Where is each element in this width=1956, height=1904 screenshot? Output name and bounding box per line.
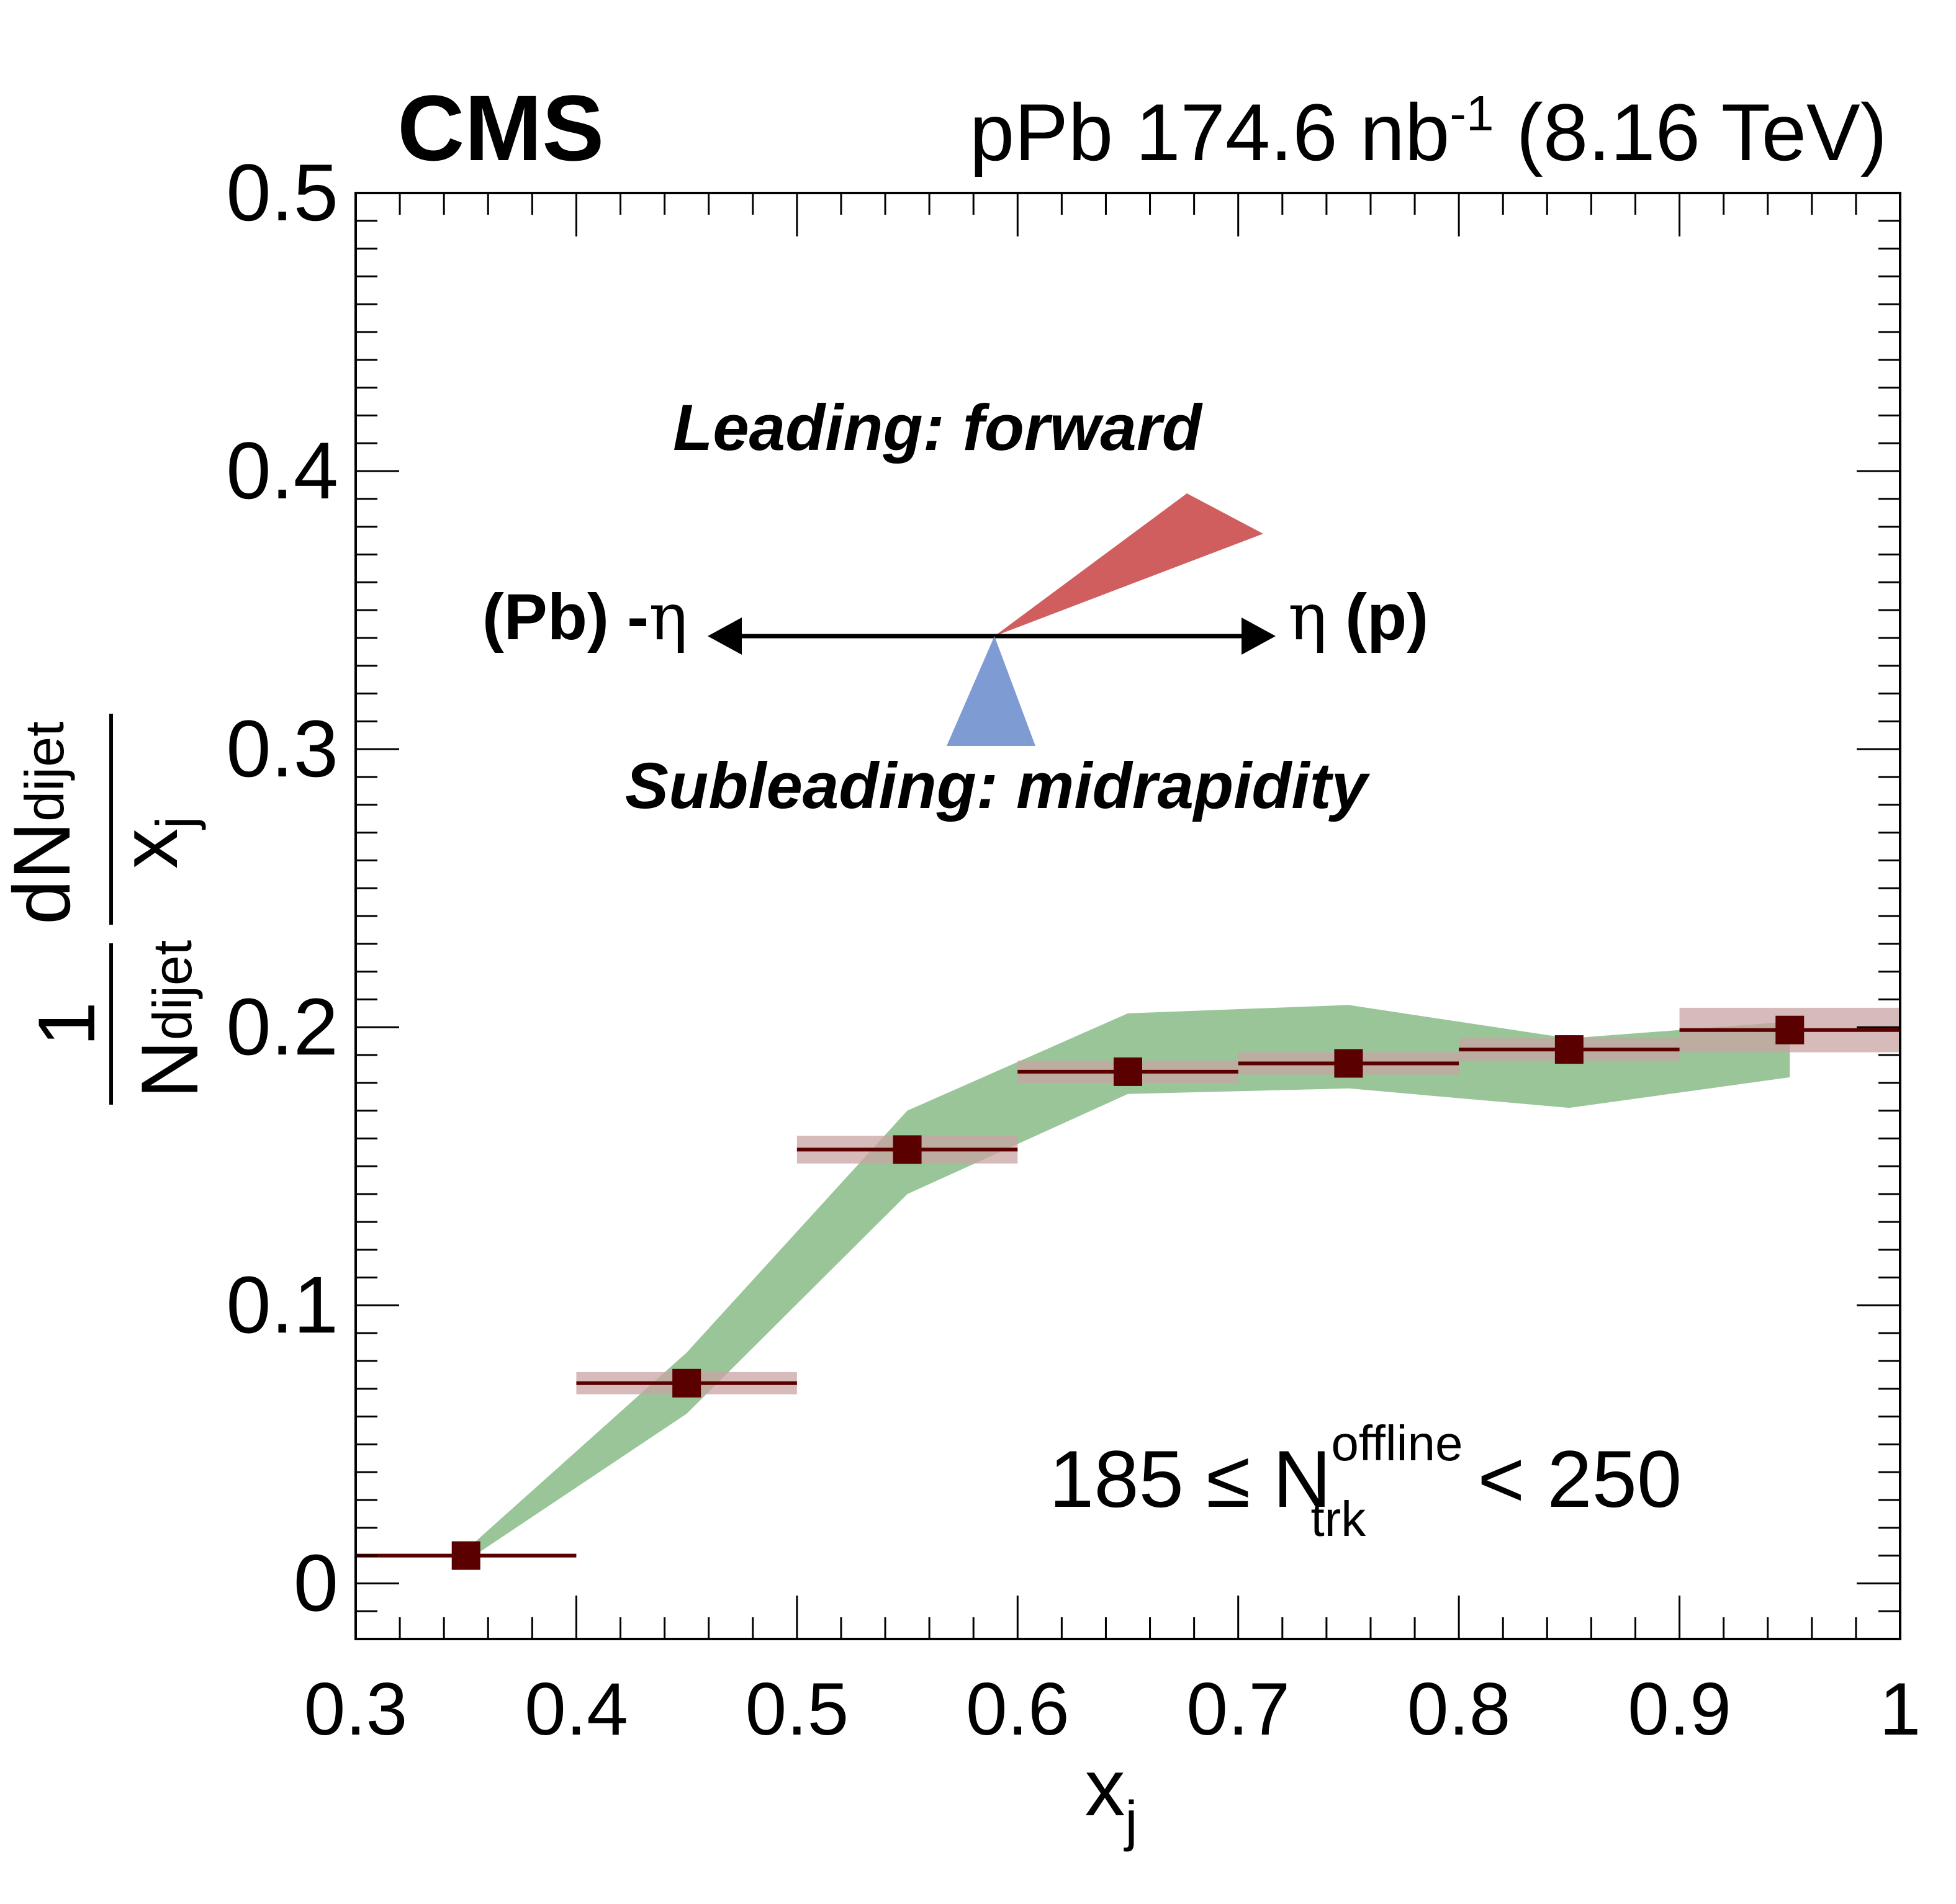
x-tick-label-7: 1 bbox=[1880, 1668, 1921, 1751]
p-direction-label: η (p) bbox=[1288, 579, 1428, 655]
data-point-5 bbox=[1554, 1035, 1584, 1064]
data-point-6 bbox=[1775, 1015, 1805, 1044]
y-tick-label-1: 0.1 bbox=[226, 1259, 338, 1350]
multiplicity-selection-label: 185 ≤ Noffline trk < 250 bbox=[1049, 1416, 1682, 1547]
eta-arrow-left bbox=[708, 617, 742, 655]
y-tick-label-4: 0.4 bbox=[226, 425, 338, 516]
y-tick-label-2: 0.2 bbox=[226, 981, 338, 1072]
y-title-one: 1 bbox=[21, 1002, 112, 1046]
data-points-layer bbox=[356, 1015, 1900, 1570]
cms-logo: CMS bbox=[397, 76, 604, 180]
data-point-3 bbox=[1114, 1057, 1142, 1086]
y-title-frac-num: dNdijet bbox=[0, 721, 87, 925]
x-tick-label-4: 0.7 bbox=[1186, 1668, 1290, 1751]
leading-jet-cone bbox=[994, 493, 1263, 636]
data-point-4 bbox=[1334, 1049, 1363, 1078]
y-tick-label-3: 0.3 bbox=[226, 703, 338, 794]
axis-tick-labels: 0.3 0.4 0.5 0.6 0.7 0.8 0.9 1 0 0.1 0.2 0.3 0.4 0.5 bbox=[226, 147, 1921, 1751]
x-tick-label-6: 0.9 bbox=[1628, 1668, 1731, 1751]
x-axis-title: xj bbox=[1085, 1742, 1138, 1852]
lumi-label: pPb 174.6 nb-1 (8.16 TeV) bbox=[970, 86, 1887, 177]
data-point-0 bbox=[451, 1541, 480, 1570]
pb-direction-label: (Pb) -η bbox=[482, 579, 688, 655]
data-point-1 bbox=[672, 1368, 701, 1398]
axis-ticks bbox=[354, 192, 1901, 1640]
subleading-jet-cone bbox=[947, 636, 1035, 746]
x-tick-label-3: 0.6 bbox=[966, 1668, 1070, 1751]
y-axis-title: 1 Ndijet dNdijet xj bbox=[0, 714, 215, 1105]
y-title-frac-den: xj bbox=[104, 816, 206, 869]
y-tick-label-5: 0.5 bbox=[226, 147, 338, 238]
subleading-label: Subleading: midrapidity bbox=[625, 750, 1371, 822]
x-tick-label-2: 0.5 bbox=[745, 1668, 849, 1751]
x-tick-label-5: 0.8 bbox=[1407, 1668, 1511, 1751]
x-tick-label-1: 0.4 bbox=[525, 1668, 628, 1751]
leading-label: Leading: forward bbox=[673, 392, 1203, 464]
y-title-den: Ndijet bbox=[124, 940, 215, 1098]
y-tick-label-0: 0 bbox=[294, 1537, 338, 1628]
data-point-2 bbox=[893, 1135, 922, 1164]
x-tick-label-0: 0.3 bbox=[304, 1668, 408, 1751]
eta-arrow-right bbox=[1242, 617, 1276, 655]
